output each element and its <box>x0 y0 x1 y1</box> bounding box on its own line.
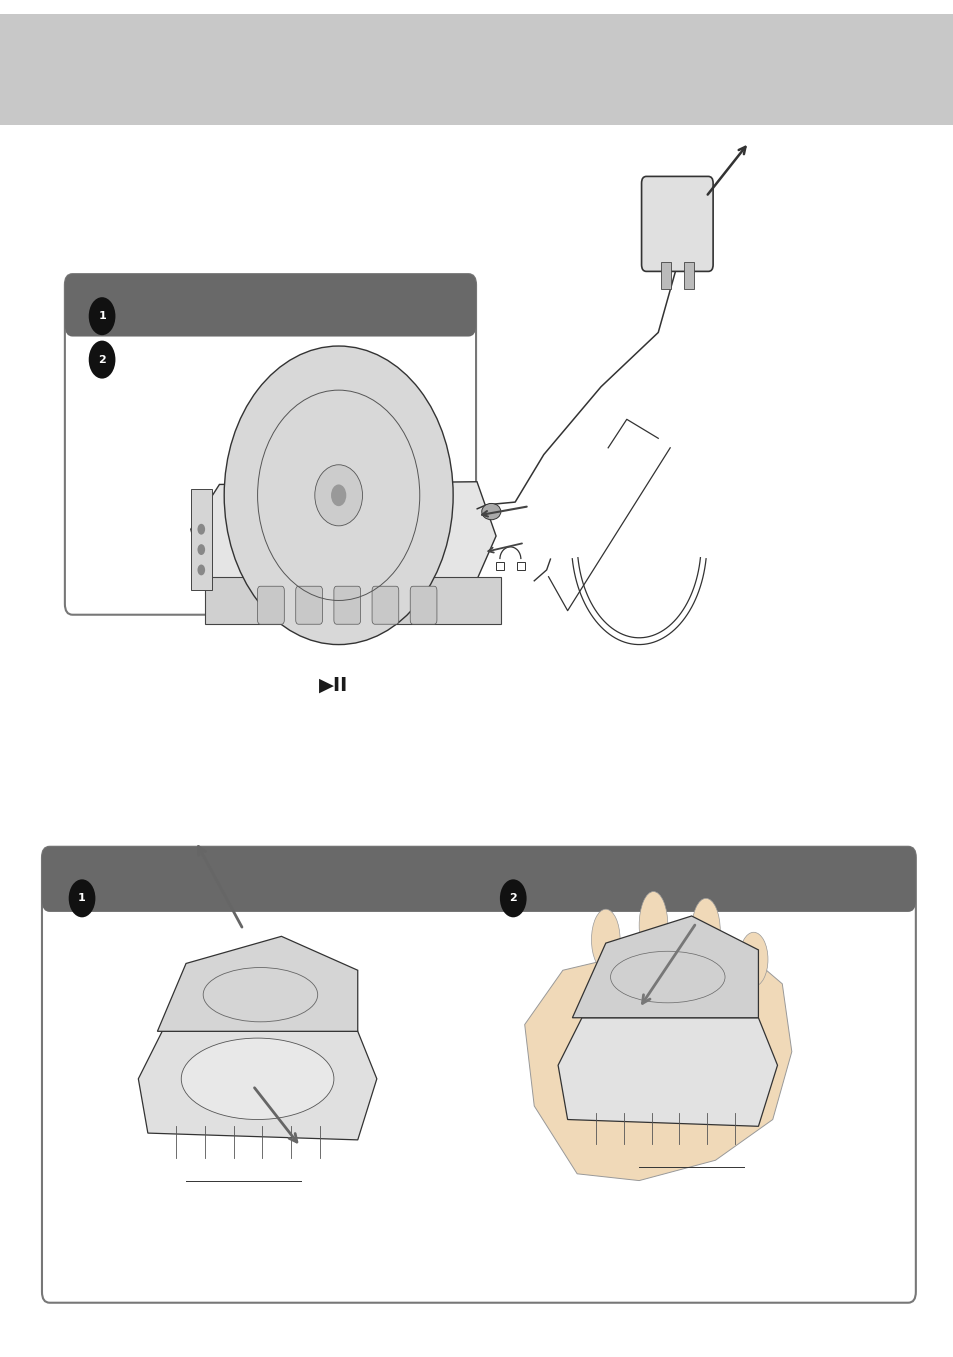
Polygon shape <box>558 1018 777 1126</box>
Bar <box>77 305 463 326</box>
Circle shape <box>197 524 205 535</box>
Ellipse shape <box>224 346 453 645</box>
Polygon shape <box>191 482 496 590</box>
Bar <box>660 262 670 289</box>
Text: 1: 1 <box>98 311 106 322</box>
FancyBboxPatch shape <box>295 586 322 624</box>
Polygon shape <box>138 1031 376 1140</box>
Ellipse shape <box>739 932 767 987</box>
FancyBboxPatch shape <box>42 847 915 1303</box>
Ellipse shape <box>691 898 720 963</box>
Circle shape <box>197 544 205 555</box>
FancyBboxPatch shape <box>257 586 284 624</box>
Bar <box>191 489 212 590</box>
Polygon shape <box>524 943 791 1181</box>
Text: 1: 1 <box>78 893 86 904</box>
Polygon shape <box>157 936 357 1031</box>
FancyBboxPatch shape <box>65 274 476 615</box>
Text: 2: 2 <box>509 893 517 904</box>
FancyBboxPatch shape <box>334 586 360 624</box>
Ellipse shape <box>481 503 500 520</box>
Bar <box>205 577 500 624</box>
Circle shape <box>331 484 346 506</box>
Ellipse shape <box>639 892 667 959</box>
FancyBboxPatch shape <box>640 176 712 271</box>
Bar <box>54 879 902 901</box>
FancyBboxPatch shape <box>65 274 476 337</box>
Bar <box>496 562 503 570</box>
Ellipse shape <box>314 464 362 525</box>
Bar <box>683 262 693 289</box>
FancyBboxPatch shape <box>42 847 915 912</box>
Polygon shape <box>572 916 758 1018</box>
Circle shape <box>197 565 205 575</box>
FancyBboxPatch shape <box>410 586 436 624</box>
Circle shape <box>499 879 526 917</box>
Text: 2: 2 <box>98 354 106 365</box>
Circle shape <box>69 879 95 917</box>
Text: ▶II: ▶II <box>319 676 348 695</box>
Bar <box>0 14 953 125</box>
Circle shape <box>89 341 115 379</box>
Bar <box>517 562 524 570</box>
Ellipse shape <box>591 909 619 970</box>
Circle shape <box>89 297 115 335</box>
FancyBboxPatch shape <box>372 586 398 624</box>
Ellipse shape <box>181 1038 334 1120</box>
